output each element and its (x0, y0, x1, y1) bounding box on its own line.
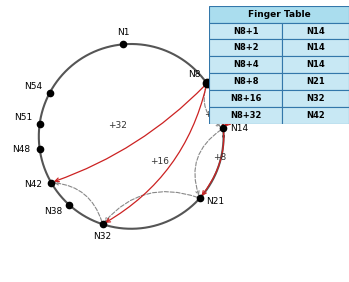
Text: N21: N21 (207, 197, 225, 206)
Text: N32: N32 (306, 94, 325, 103)
FancyBboxPatch shape (209, 39, 282, 56)
Text: N14: N14 (306, 27, 325, 36)
Text: N48: N48 (12, 145, 30, 154)
Text: N8+2: N8+2 (233, 43, 259, 52)
Text: N21: N21 (306, 77, 325, 86)
FancyBboxPatch shape (209, 56, 282, 73)
Text: +1: +1 (220, 92, 233, 101)
Text: N8+16: N8+16 (230, 94, 261, 103)
FancyBboxPatch shape (209, 73, 282, 90)
FancyArrowPatch shape (204, 86, 220, 126)
Text: N14: N14 (306, 60, 325, 69)
Text: +8: +8 (213, 153, 227, 162)
FancyBboxPatch shape (282, 107, 349, 124)
Text: N8+4: N8+4 (233, 60, 259, 69)
FancyBboxPatch shape (282, 90, 349, 107)
FancyBboxPatch shape (209, 23, 282, 39)
FancyArrowPatch shape (202, 86, 224, 195)
FancyArrowPatch shape (210, 83, 243, 125)
Text: N8: N8 (188, 70, 201, 79)
FancyArrowPatch shape (209, 84, 233, 125)
FancyBboxPatch shape (209, 6, 349, 23)
Text: N42: N42 (24, 180, 42, 189)
Text: N51: N51 (14, 113, 32, 122)
FancyBboxPatch shape (282, 39, 349, 56)
FancyArrowPatch shape (106, 86, 206, 222)
FancyArrowPatch shape (55, 182, 102, 222)
Text: N8+8: N8+8 (233, 77, 259, 86)
Text: +16: +16 (150, 157, 169, 166)
FancyArrowPatch shape (195, 130, 221, 194)
Text: N1: N1 (117, 28, 129, 37)
Text: N8+1: N8+1 (233, 27, 259, 36)
Text: N14: N14 (230, 124, 248, 133)
FancyBboxPatch shape (282, 73, 349, 90)
Text: Finger Table: Finger Table (248, 10, 311, 19)
Text: N42: N42 (306, 111, 325, 120)
Text: +2: +2 (216, 100, 229, 109)
Text: N32: N32 (94, 232, 112, 241)
FancyBboxPatch shape (209, 90, 282, 107)
FancyBboxPatch shape (282, 56, 349, 73)
Text: N8+32: N8+32 (230, 111, 261, 120)
FancyArrowPatch shape (55, 85, 205, 182)
Text: +32: +32 (109, 121, 127, 130)
FancyBboxPatch shape (209, 107, 282, 124)
Text: +4: +4 (204, 110, 217, 119)
FancyArrowPatch shape (105, 192, 197, 221)
FancyBboxPatch shape (282, 23, 349, 39)
FancyArrowPatch shape (209, 85, 227, 124)
Text: N38: N38 (45, 207, 63, 216)
Text: N14: N14 (306, 43, 325, 52)
Text: N54: N54 (24, 82, 42, 91)
